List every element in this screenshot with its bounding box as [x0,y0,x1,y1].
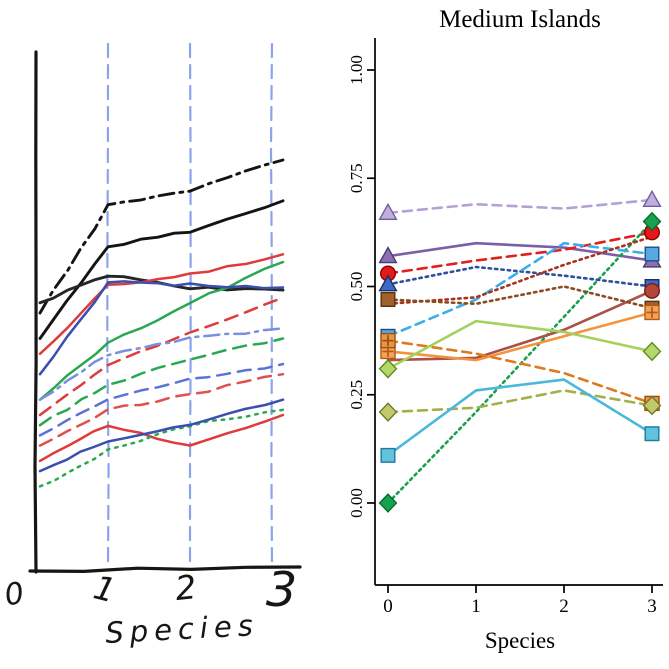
marker-triangle-purple-solid-triangles [378,246,398,264]
sketch-series-line-red-dashed [38,296,285,417]
x-tick-label: 3 [647,596,657,617]
marker-diamond-green-dotted-diamonds [378,493,398,513]
x-axis-title: Species [484,628,556,653]
sketch-series-line-black-dash-dot [38,158,285,315]
sketch-series-line-blue-solid [38,280,285,376]
x-tick-label: 0 [383,596,393,617]
series-line-purple-solid-triangles [386,241,654,262]
marker-circle-maroon-solid-circle [644,282,661,299]
series-line-sky-blue-dashed-squares [386,241,654,338]
y-tick-label: 0.75 [347,163,366,193]
x-tick-label: 2 [559,596,569,617]
sketch-x-tick-label: 0 [2,576,27,614]
series-line-orange-dashed-plus-squares [386,339,654,405]
marker-diamond-green-dotted-diamonds [642,211,662,232]
series-line-dark-red-dotted [386,235,654,306]
series-line-maroon-solid-circle [386,289,654,362]
series-line-navy-dotted-blue [386,265,654,288]
series-line-brown-dotted-squares [386,285,654,310]
sketch-series-line-blue-solid-lower [38,398,285,473]
marker-diamond-yellow-green-solid-diamonds [642,341,662,362]
sketch-gridline-x1 [106,42,110,570]
sketch-series-line-green-dotted [38,408,285,488]
chart-title: Medium Islands [439,6,601,33]
marker-triangle-lavender-dashed-triangles [378,202,398,220]
sketch-gridline-x3 [269,42,274,570]
marker-square-cyan-solid-squares [380,447,396,463]
sketch-series-line-green-dashed [38,337,285,427]
sketch-series-line-red-dashed-lower [38,372,285,447]
series-line-cyan-solid-squares [386,378,654,457]
sketch-x-tick-label: 1 [90,567,120,610]
sketch-y-axis-line [33,50,38,574]
sketch-x-tick-label: 3 [265,561,297,618]
sketch-x-axis-line [28,565,302,573]
series-line-lavender-dashed-triangles [386,198,654,215]
marker-triangle-lavender-dashed-triangles [642,189,662,207]
sketch-gridline-x2 [188,42,192,570]
sketch-x-tick-label: 2 [173,567,198,608]
marker-square-brown-dotted-squares [380,291,396,307]
marker-diamond-olive-dashed-diamonds [378,402,398,422]
sketch-series-line-blue-dash-dot [38,327,285,401]
series-line-olive-dashed-diamonds [386,389,654,414]
y-tick-label: 0.50 [347,272,366,302]
series-line-green-dotted-diamonds [386,220,654,505]
sketch-series-line-black-solid [38,199,285,340]
series-line-red-dashed-circles [386,231,654,275]
medium-islands-chart-panel: 0.00 0.25 0.50 0.75 1.00 0 1 2 3 [347,38,663,617]
y-tick-label: 0.00 [347,488,366,518]
series-line-yellow-green-solid-diamonds [386,319,654,371]
hand-drawn-sketch-panel: 0 1 2 3 [2,42,302,619]
marker-diamond-olive-dashed-diamonds [642,395,662,416]
sketch-series-line-red-solid-lower [38,413,285,463]
sketch-series-line-red-solid-upper [38,253,285,356]
marker-square-cyan-solid-squares [644,426,660,442]
y-tick-label: 0.25 [347,380,366,410]
marker-square-sky-blue-dashed-squares [644,246,660,262]
y-tick-label: 1.00 [347,55,366,85]
sketch-series-line-green-solid [38,260,285,401]
x-tick-label: 1 [471,596,481,617]
marker-diamond-yellow-green-solid-diamonds [378,358,398,379]
series-line-orange-solid-plus-squares [386,311,654,362]
marker-triangle-navy-dotted-blue [378,274,398,292]
